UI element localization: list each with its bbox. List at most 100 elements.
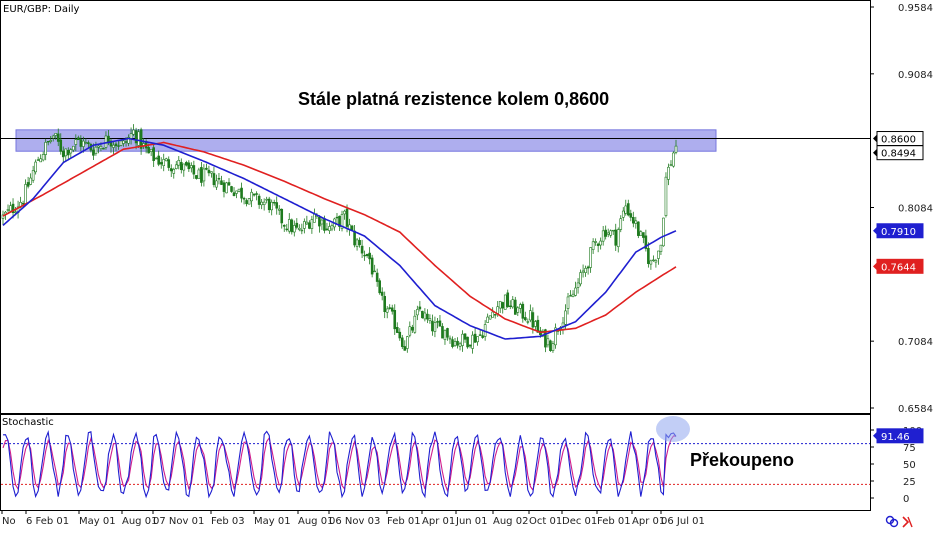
candle-body — [604, 229, 607, 237]
candle-body — [167, 159, 171, 168]
candle-body — [137, 131, 140, 146]
navigate-right-icon[interactable] — [902, 516, 913, 528]
candle — [287, 213, 291, 234]
candle-body — [642, 232, 645, 238]
candle — [127, 134, 130, 147]
candle — [267, 196, 271, 213]
candle-body — [664, 176, 668, 216]
candle-body — [621, 210, 625, 218]
candle-body — [524, 317, 527, 321]
candle-body — [305, 221, 309, 225]
candle-body — [36, 159, 40, 161]
candle — [114, 141, 118, 152]
candle — [172, 167, 176, 179]
candle-body — [521, 303, 525, 319]
candle — [247, 198, 251, 205]
candle — [637, 221, 640, 239]
time-axis-label: Apr 01 — [632, 516, 665, 527]
candle-body — [119, 140, 123, 146]
candle — [92, 143, 95, 161]
candle-body — [295, 222, 299, 228]
candle-body — [365, 253, 369, 257]
moving-average-red — [2, 141, 677, 334]
candle — [458, 341, 462, 351]
candle-body — [310, 219, 314, 229]
candle — [280, 208, 284, 229]
candle-body — [250, 191, 253, 202]
price-tag-pointer — [873, 431, 877, 440]
candle — [265, 196, 268, 204]
price-tag-pointer — [873, 262, 877, 271]
candle — [551, 340, 555, 353]
candle — [152, 142, 155, 167]
link-icon[interactable] — [885, 515, 899, 528]
candle-body — [340, 214, 344, 229]
axis-labels-layer: 0.95840.90840.80840.70840.65841007550250… — [1, 3, 933, 527]
candle-body — [591, 241, 595, 250]
candle — [619, 215, 623, 233]
candle — [285, 223, 289, 232]
candle — [9, 201, 12, 213]
candle — [456, 337, 459, 349]
candle-body — [26, 182, 30, 187]
candle-body — [406, 336, 409, 349]
candle-body — [619, 218, 623, 230]
candle-body — [649, 260, 653, 265]
candle — [416, 305, 419, 321]
candle-body — [162, 159, 166, 166]
candle — [6, 204, 10, 213]
candle-body — [300, 229, 304, 232]
candle — [270, 199, 273, 216]
candle — [167, 156, 171, 171]
candle-body — [380, 291, 384, 296]
candle-body — [74, 139, 78, 145]
candle-body — [551, 343, 555, 351]
candle — [72, 145, 75, 153]
candle-body — [463, 333, 467, 340]
candle — [596, 242, 600, 253]
candle-body — [152, 147, 155, 161]
candle-body — [114, 143, 118, 147]
time-axis-label: 06 Jul 01 — [661, 516, 705, 527]
candle-body — [574, 287, 577, 296]
moving-average-blue — [2, 137, 677, 340]
candle-body — [220, 180, 223, 185]
candle — [662, 217, 665, 247]
candle — [358, 237, 361, 248]
candle — [672, 151, 675, 168]
candle-body — [265, 198, 268, 201]
candle — [220, 175, 223, 185]
candle — [340, 210, 344, 232]
candle-body — [200, 167, 203, 183]
candle-body — [478, 334, 482, 336]
candle — [215, 174, 218, 191]
candle-body — [669, 164, 673, 166]
candle-body — [24, 184, 27, 205]
candle-body — [654, 260, 658, 263]
candle — [674, 139, 678, 155]
time-axis-label: Aug 01 — [122, 516, 157, 527]
price-tag: 0.8600 — [873, 131, 924, 147]
candle-body — [222, 182, 226, 192]
candle — [260, 199, 263, 210]
candle-body — [544, 329, 547, 348]
candle — [501, 301, 505, 314]
stochastic-k-line — [2, 429, 677, 499]
candle — [272, 199, 276, 206]
candle — [59, 133, 63, 155]
candle-body — [149, 149, 153, 152]
candle-body — [423, 312, 427, 320]
candle-body — [647, 248, 650, 264]
candle-body — [345, 208, 349, 227]
candle-body — [601, 230, 605, 242]
candle-body — [84, 141, 88, 144]
candle-body — [473, 333, 477, 343]
candle — [654, 258, 658, 268]
time-axis-label: Aug 01 — [298, 516, 333, 527]
candle-body — [59, 139, 63, 152]
candle-body — [511, 299, 515, 308]
price-tag-label: 0.8494 — [881, 149, 916, 160]
candle-body — [46, 140, 50, 143]
candle-body — [433, 322, 437, 332]
candle — [629, 209, 633, 222]
